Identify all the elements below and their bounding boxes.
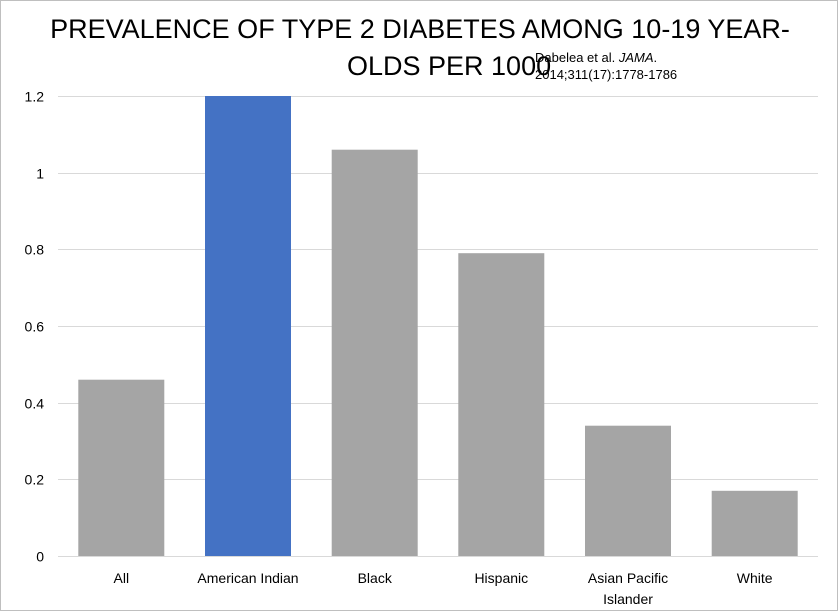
chart-source-citation: Dabelea et al. JAMA. 2014;311(17):1778-1…	[535, 49, 677, 83]
x-category-label: Hispanic	[474, 570, 528, 586]
y-tick-label: 1.2	[25, 89, 45, 105]
y-axis-tick-labels: 0 0.2 0.4 0.6 0.8 1 1.2	[25, 89, 45, 565]
bar-black	[331, 149, 418, 556]
bar-all	[78, 379, 165, 556]
y-tick-label: 0.8	[25, 242, 45, 258]
source-reference: 2014;311(17):1778-1786	[535, 67, 678, 82]
y-tick-label: 0	[36, 549, 44, 565]
x-category-label: All	[114, 570, 130, 586]
source-journal: JAMA	[618, 50, 654, 65]
bar-hispanic	[458, 253, 545, 556]
chart-title-line1: PREVALENCE OF TYPE 2 DIABETES AMONG 10-1…	[50, 14, 790, 44]
x-category-label: White	[737, 570, 773, 586]
y-tick-label: 1	[36, 166, 44, 182]
chart-title-line2: OLDS PER 1000	[347, 51, 552, 81]
x-category-label: American Indian	[197, 570, 298, 586]
bar-white	[711, 490, 798, 556]
y-tick-label: 0.6	[25, 319, 45, 335]
x-axis-category-labels: All American Indian Black Hispanic Asian Pac…	[114, 570, 773, 607]
x-category-label: Islander	[603, 591, 653, 607]
source-period: .	[653, 50, 658, 65]
gridlines	[58, 96, 818, 557]
x-category-label: Asian Pacific	[588, 570, 668, 586]
source-author: Dabelea et al.	[535, 50, 619, 65]
y-tick-label: 0.2	[25, 472, 45, 488]
x-category-label: Black	[358, 570, 393, 586]
bar-asian-pacific-islander	[585, 425, 671, 556]
y-tick-label: 0.4	[25, 396, 45, 412]
bar-american-indian	[205, 96, 291, 556]
bars	[78, 96, 798, 556]
